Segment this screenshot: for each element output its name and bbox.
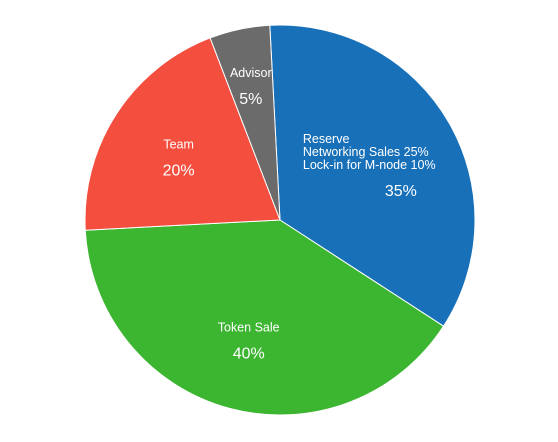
slice-value-label: 35% bbox=[385, 183, 417, 200]
slice-value-label: 5% bbox=[239, 91, 262, 108]
slices-layer bbox=[84, 24, 476, 416]
slice-value-label: 40% bbox=[233, 345, 265, 362]
slice-label: Networking Sales 25% bbox=[303, 145, 429, 159]
slice-label: Lock-in for M-node 10% bbox=[303, 158, 436, 172]
pie-slice bbox=[84, 37, 281, 231]
pie-slice bbox=[269, 24, 476, 327]
pie-slice bbox=[84, 219, 445, 416]
slice-value-label: 20% bbox=[163, 163, 195, 180]
slice-label: Reserve bbox=[303, 132, 350, 146]
slice-label: Token Sale bbox=[218, 320, 280, 334]
pie-slice bbox=[209, 24, 281, 221]
slice-label: Team bbox=[163, 138, 194, 152]
slice-label: Advisor bbox=[230, 66, 272, 80]
